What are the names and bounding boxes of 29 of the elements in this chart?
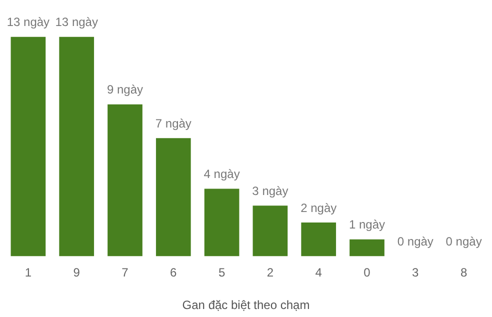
x-tick-label: 2: [266, 266, 274, 280]
bar: [301, 222, 336, 256]
data-label: 13 ngày: [55, 15, 98, 30]
x-tick-label: 4: [315, 266, 322, 280]
data-label: 0 ngày: [397, 234, 434, 249]
x-tick-label: 0: [364, 266, 371, 280]
bar: [10, 36, 46, 256]
data-label: 1 ngày: [348, 218, 386, 232]
data-label: 13 ngày: [6, 15, 50, 30]
x-tick-label: 6: [170, 266, 178, 280]
data-label: 9 ngày: [106, 82, 144, 97]
bar: [156, 138, 191, 256]
data-label: 4 ngày: [204, 167, 240, 182]
bar: [350, 239, 384, 256]
data-label: 0 ngày: [446, 234, 482, 249]
data-label: 7 ngày: [155, 116, 192, 130]
x-tick-label: 3: [412, 266, 420, 280]
x-tick-label: 1: [24, 266, 32, 280]
x-tick-label: 5: [218, 266, 226, 280]
bar: [59, 36, 94, 256]
bar: [252, 206, 288, 256]
x-axis-title: Gan đặc biệt theo chạm: [182, 298, 310, 312]
bar: [108, 104, 142, 256]
data-label: 3 ngày: [252, 184, 288, 198]
bar: [204, 188, 240, 256]
x-tick-label: 9: [73, 266, 80, 280]
data-label: 2 ngày: [300, 200, 337, 215]
x-tick-label: 7: [122, 266, 129, 280]
x-tick-label: 8: [460, 266, 468, 280]
